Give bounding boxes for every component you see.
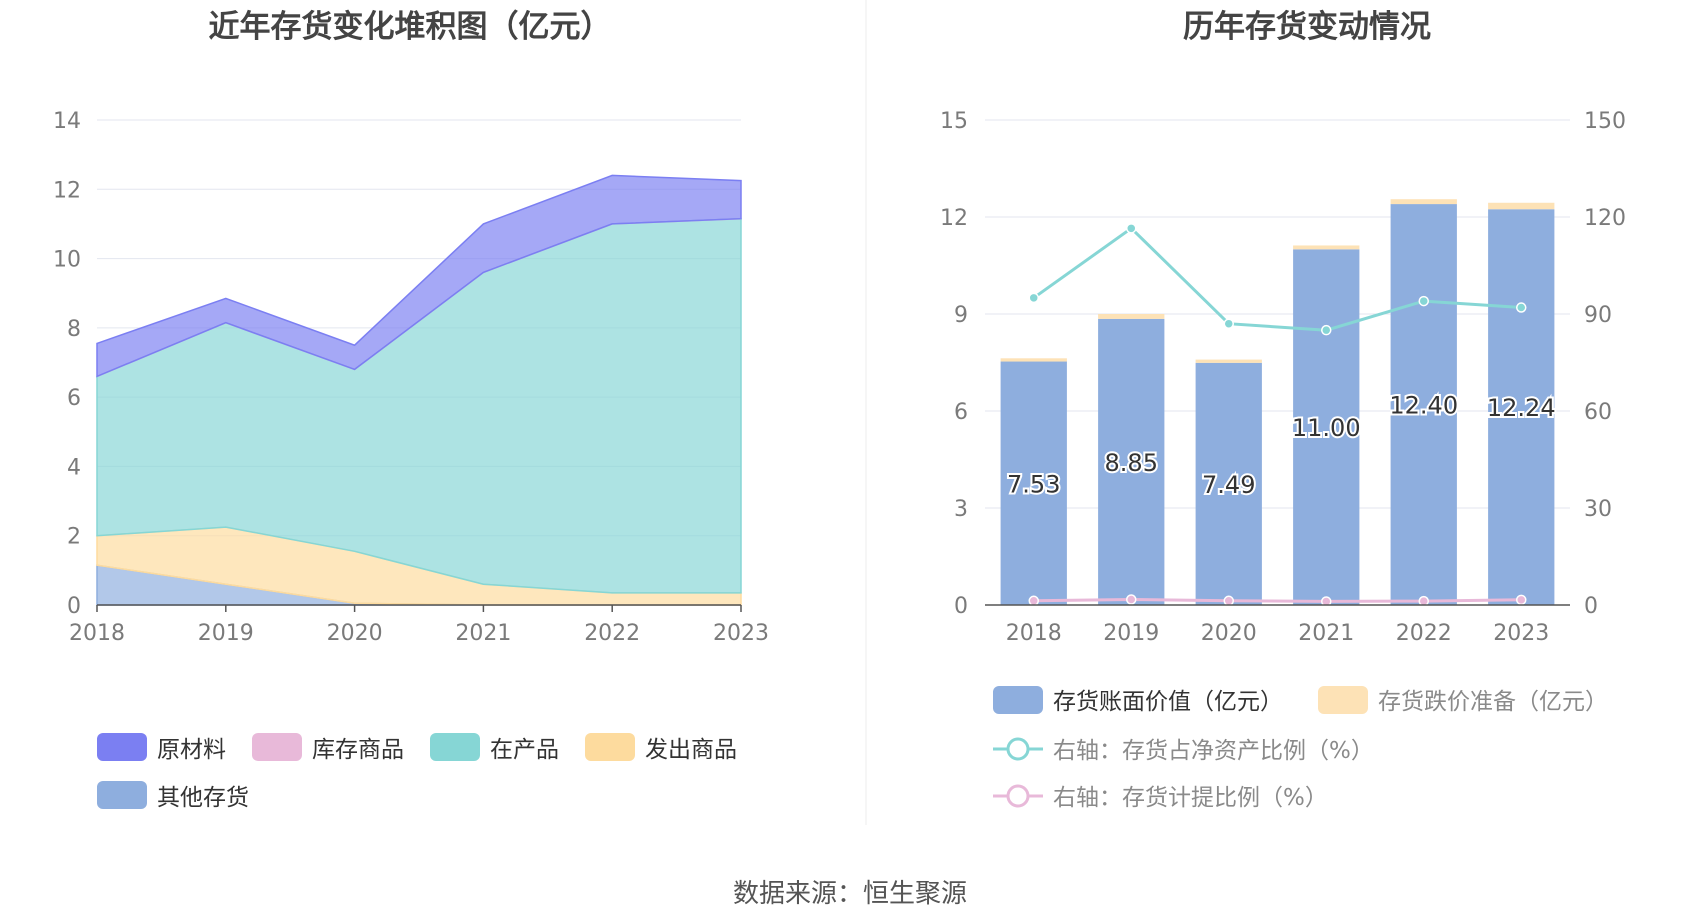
y-left-tick-label: 0: [954, 594, 968, 619]
y-tick-label: 10: [53, 248, 81, 273]
data-source: 数据来源：恒生聚源: [733, 879, 967, 909]
line-point: [1223, 318, 1234, 329]
legend-swatch: [1318, 686, 1368, 714]
y-tick-label: 0: [67, 594, 81, 619]
x-tick-label: 2018: [69, 621, 125, 646]
y-tick-label: 4: [67, 455, 81, 480]
y-tick-label: 2: [67, 525, 81, 550]
legend-label: 库存商品: [312, 737, 404, 763]
bar-book-value: [1195, 362, 1262, 605]
y-left-tick-label: 9: [954, 303, 968, 328]
line-point: [1028, 292, 1039, 304]
x-tick-label: 2019: [198, 621, 254, 646]
bar-data-label: 7.53: [1007, 470, 1060, 498]
y-right-tick-label: 150: [1584, 109, 1626, 134]
x-tick-label: 2018: [1006, 621, 1062, 646]
line-point: [1516, 594, 1527, 606]
bar-book-value: [1098, 318, 1165, 605]
bar-line-chart: 历年存货变动情况0369121503060901201507.538.857.4…: [940, 9, 1626, 811]
legend-swatch: [993, 686, 1043, 714]
line-point: [1126, 594, 1137, 605]
y-tick-label: 12: [53, 178, 81, 203]
legend-label: 存货跌价准备（亿元）: [1378, 689, 1608, 715]
y-right-tick-label: 0: [1584, 594, 1598, 619]
line-point: [1321, 596, 1332, 607]
line-point: [1321, 324, 1332, 336]
legend-swatch: [252, 733, 302, 761]
line-point: [1028, 595, 1039, 607]
x-tick-label: 2021: [455, 621, 511, 646]
bar-book-value: [1488, 209, 1555, 606]
area-原材料: [96, 174, 742, 378]
bar-book-value: [1390, 204, 1457, 606]
bar-impairment-reserve: [1488, 202, 1555, 210]
bar-impairment-reserve: [1293, 245, 1360, 250]
legend-label: 原材料: [157, 737, 226, 763]
y-left-tick-label: 15: [940, 109, 968, 134]
legend-label: 在产品: [490, 737, 559, 763]
x-tick-label: 2022: [1396, 621, 1452, 646]
legend-marker: [1006, 784, 1030, 808]
y-right-tick-label: 30: [1584, 497, 1612, 522]
line-右轴：存货占净资产比例（%）: [1032, 226, 1522, 332]
line-point: [1126, 223, 1137, 234]
x-tick-label: 2023: [1493, 621, 1549, 646]
bar-data-label: 11.00: [1292, 414, 1361, 442]
bar-book-value: [1000, 361, 1067, 605]
x-tick-label: 2020: [1201, 621, 1257, 646]
legend-swatch: [97, 733, 147, 761]
y-left-tick-label: 12: [940, 206, 968, 231]
legend-swatch: [585, 733, 635, 761]
y-right-tick-label: 120: [1584, 206, 1626, 231]
y-right-tick-label: 90: [1584, 303, 1612, 328]
legend-swatch: [430, 733, 480, 761]
legend-label: 其他存货: [157, 785, 249, 811]
bar-data-label: 12.40: [1389, 392, 1458, 420]
bar-impairment-reserve: [1098, 314, 1165, 319]
bar-data-label: 8.85: [1105, 449, 1158, 477]
bar-impairment-reserve: [1000, 358, 1067, 362]
legend-label: 存货账面价值（亿元）: [1053, 689, 1283, 715]
bar-impairment-reserve: [1195, 359, 1262, 363]
y-left-tick-label: 6: [954, 400, 968, 425]
x-tick-label: 2023: [713, 621, 769, 646]
bar-book-value: [1293, 249, 1360, 606]
y-tick-label: 6: [67, 386, 81, 411]
stacked-area-chart: 近年存货变化堆积图（亿元） 0 2 4 6 8 10 12 14 2018 2019 2020 2021…: [53, 9, 769, 811]
bar-impairment-reserve: [1390, 199, 1457, 205]
legend-label: 发出商品: [645, 737, 737, 763]
legend-swatch: [97, 781, 147, 809]
legend-label: 右轴：存货计提比例（%）: [1053, 785, 1328, 811]
y-tick-label: 8: [67, 317, 81, 342]
x-tick-label: 2021: [1298, 621, 1354, 646]
legend-label: 右轴：存货占净资产比例（%）: [1053, 738, 1374, 764]
legend-marker: [1006, 737, 1030, 761]
y-left-tick-label: 3: [954, 497, 968, 522]
bar-data-label: 7.49: [1202, 471, 1255, 499]
line-右轴：存货计提比例（%）: [1033, 597, 1522, 603]
bar-data-label: 12.24: [1487, 394, 1556, 422]
chart-title: 近年存货变化堆积图（亿元）: [209, 9, 612, 45]
y-right-tick-label: 60: [1584, 400, 1612, 425]
chart-title: 历年存货变动情况: [1183, 9, 1431, 45]
line-point: [1223, 595, 1234, 607]
line-point: [1516, 302, 1527, 313]
x-tick-label: 2020: [327, 621, 383, 646]
x-tick-label: 2022: [584, 621, 640, 646]
y-tick-label: 14: [53, 109, 81, 134]
x-tick-label: 2019: [1103, 621, 1159, 646]
line-point: [1418, 295, 1429, 307]
